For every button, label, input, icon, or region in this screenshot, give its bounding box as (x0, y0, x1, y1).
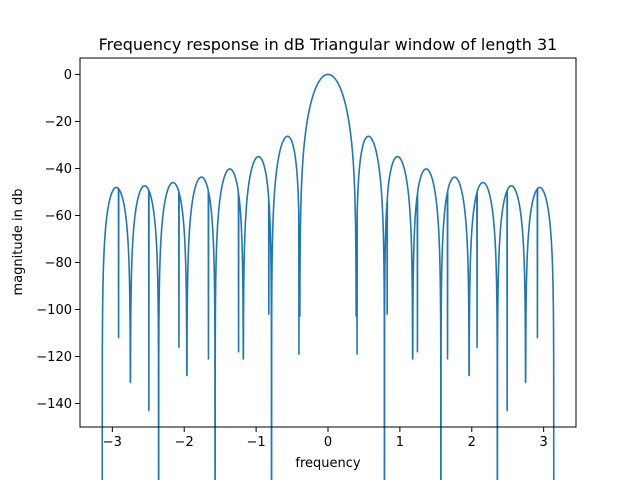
x-axis-ticks: −3 −2 −1 0 1 2 3 (103, 427, 548, 450)
y-axis-label: magnitude in db (11, 189, 26, 296)
series-line (101, 73, 555, 480)
y-tick-label: −40 (45, 162, 72, 177)
x-axis-label: frequency (295, 456, 361, 471)
y-tick-label: 0 (64, 68, 72, 83)
x-tick-label: −3 (103, 435, 122, 450)
y-tick-label: −120 (36, 350, 72, 365)
plot-area (80, 58, 576, 427)
y-axis-ticks: 0 −20 −40 −60 −80 −100 −120 −140 (36, 68, 80, 412)
x-tick-label: −1 (247, 435, 266, 450)
series-lines (101, 73, 555, 480)
y-tick-label: −100 (36, 303, 72, 318)
x-tick-label: −2 (175, 435, 194, 450)
x-tick-label: 2 (468, 435, 476, 450)
y-tick-label: −60 (45, 209, 72, 224)
x-tick-label: 3 (540, 435, 548, 450)
x-tick-label: 1 (396, 435, 404, 450)
chart-title: Frequency response in dB Triangular wind… (99, 35, 558, 54)
x-tick-label: 0 (324, 435, 332, 450)
y-tick-label: −80 (45, 256, 72, 271)
y-tick-label: −140 (36, 397, 72, 412)
plot-frame (79, 57, 577, 428)
y-tick-label: −20 (45, 115, 72, 130)
